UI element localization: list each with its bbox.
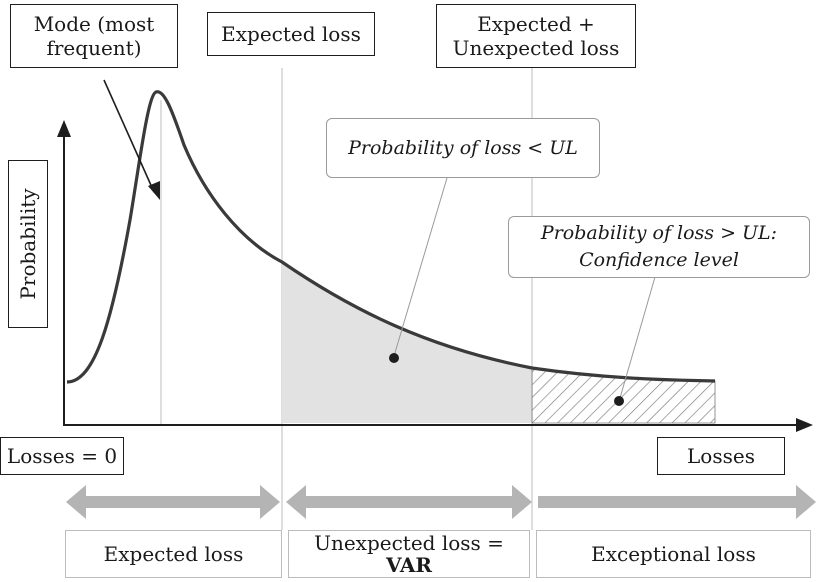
mode-pointer-arrowhead — [148, 181, 160, 200]
loss-distribution-curve — [66, 90, 716, 384]
unexpected-loss-range-arrow — [286, 485, 532, 519]
exceptional-loss-bottom-label: Exceptional loss — [591, 542, 756, 566]
gt-ul-text-line1: Probability of loss > UL: — [540, 222, 778, 244]
lt-ul-callout: Probability of loss < UL — [326, 118, 600, 178]
x-axis-label: Losses — [687, 444, 755, 468]
expected-loss-bottom-label: Expected loss — [103, 542, 244, 566]
lt-ul-marker — [389, 353, 399, 363]
unexpected-loss-bottom-box: Unexpected loss = VAR — [288, 530, 530, 578]
x-axis-arrowhead — [796, 418, 813, 432]
origin-label: Losses = 0 — [6, 444, 118, 468]
y-axis-label-box: Probability — [8, 160, 48, 328]
expected-loss-top-box: Expected loss — [207, 12, 375, 56]
origin-label-box: Losses = 0 — [0, 437, 124, 475]
unexpected-loss-bottom-label: Unexpected loss = — [314, 531, 504, 555]
y-axis-arrowhead — [57, 120, 71, 137]
var-label: VAR — [385, 553, 433, 577]
x-axis-label-box: Losses — [657, 437, 785, 475]
lt-ul-leader — [393, 177, 448, 357]
mode-label: Mode (most frequent) — [33, 12, 155, 60]
expected-unexpected-label: Expected + Unexpected loss — [452, 12, 620, 60]
expected-loss-range-arrow — [66, 485, 280, 519]
mode-label-box: Mode (most frequent) — [10, 4, 178, 68]
expected-loss-top-label: Expected loss — [221, 22, 361, 46]
y-axis-label: Probability — [16, 188, 40, 300]
expected-unexpected-box: Expected + Unexpected loss — [436, 4, 636, 68]
gt-ul-text-line2: Confidence level — [579, 249, 739, 271]
mode-pointer-line — [103, 79, 155, 193]
lt-ul-text: Probability of loss < UL — [348, 136, 578, 159]
expected-loss-bottom-box: Expected loss — [65, 530, 282, 578]
gt-ul-marker — [614, 396, 624, 406]
exceptional-loss-range-arrow — [538, 485, 816, 519]
exceptional-loss-bottom-box: Exceptional loss — [536, 530, 811, 578]
gt-ul-leader — [619, 276, 656, 399]
gt-ul-callout: Probability of loss > UL: Confidence lev… — [508, 216, 810, 278]
